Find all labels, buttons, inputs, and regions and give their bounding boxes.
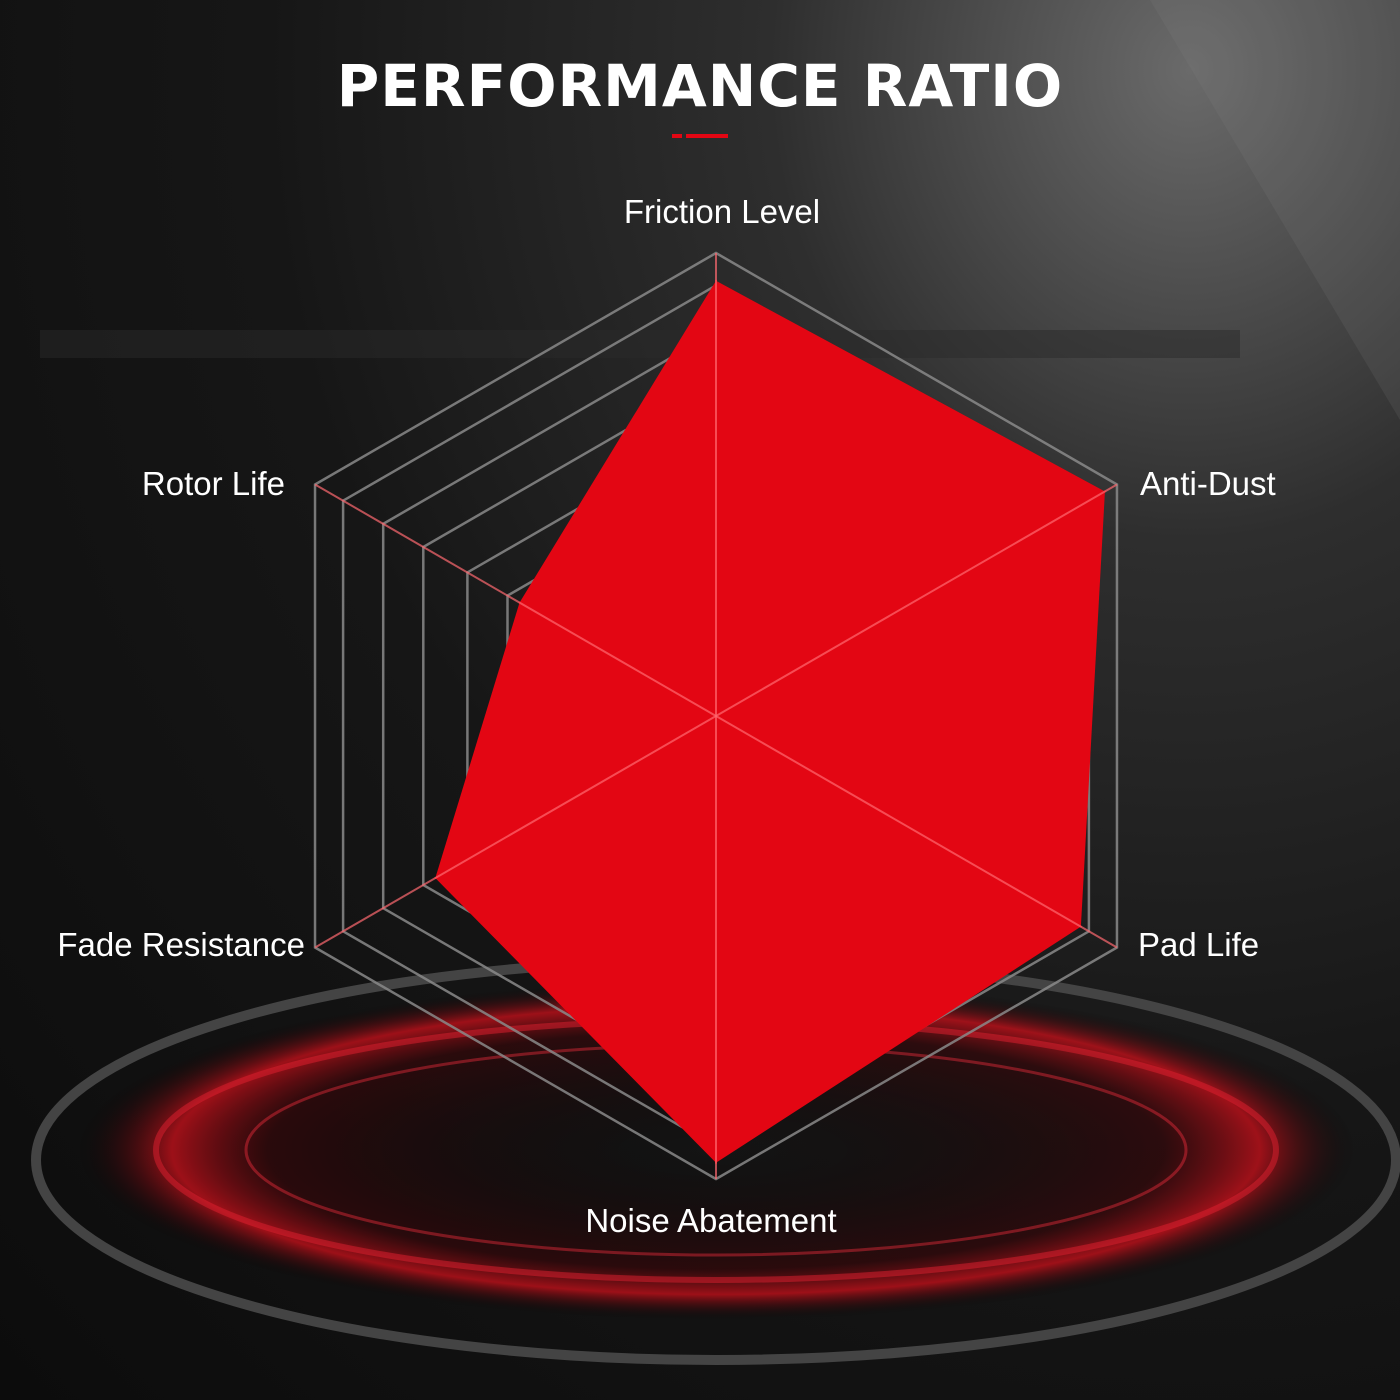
axis-spoke <box>715 483 1118 717</box>
axis-label-friction-level: Friction Level <box>624 193 820 230</box>
axis-label-fade-resistance: Fade Resistance <box>57 926 305 963</box>
axis-spoke <box>314 715 717 949</box>
axis-label-pad-life: Pad Life <box>1138 926 1259 963</box>
radar-spokes <box>314 253 1118 1179</box>
chart-title: PERFORMANCE RATIO <box>336 52 1064 120</box>
axis-label-noise-abatement: Noise Abatement <box>585 1202 836 1239</box>
axis-label-rotor-life: Rotor Life <box>142 465 285 502</box>
axis-label-anti-dust: Anti-Dust <box>1140 465 1276 502</box>
title-accent-line <box>672 134 728 138</box>
axis-spoke <box>715 715 1118 949</box>
data-area <box>435 280 1105 1163</box>
axis-spoke <box>314 483 717 717</box>
